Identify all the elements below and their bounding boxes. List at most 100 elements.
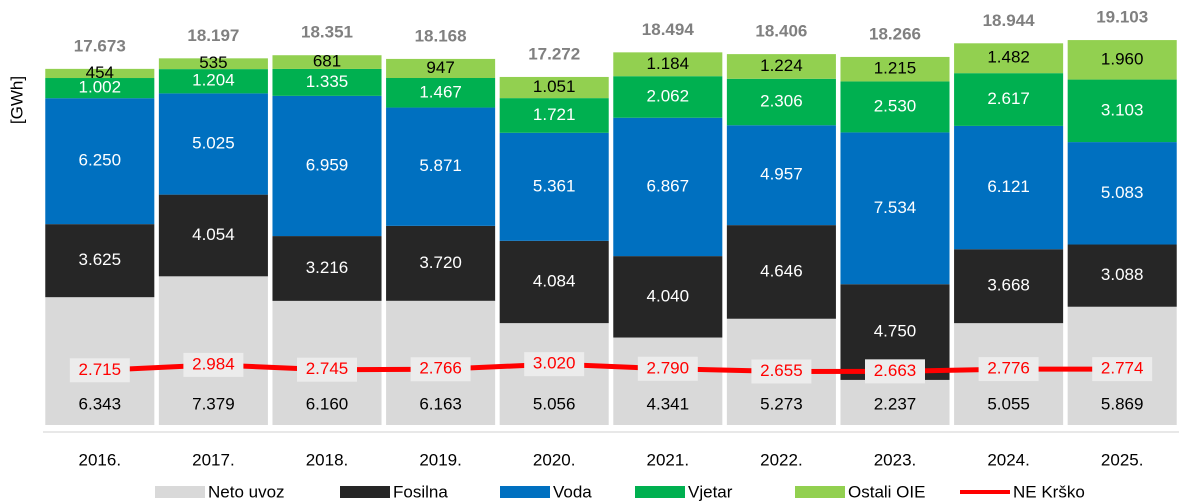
data-label: 5.869 <box>1101 394 1144 413</box>
bar-segment <box>1067 142 1177 245</box>
bar-segment <box>499 132 609 241</box>
bar-segment <box>499 98 609 133</box>
data-label: 5.055 <box>987 394 1030 413</box>
data-label: 4.750 <box>874 322 917 341</box>
data-label: 6.959 <box>306 155 349 174</box>
data-label-box <box>865 359 925 384</box>
x-tick-label: 2022. <box>760 450 803 469</box>
bar-segment <box>726 125 836 226</box>
bar-segment <box>272 95 382 237</box>
data-label: 5.083 <box>1101 183 1144 202</box>
data-label: 7.379 <box>192 394 235 413</box>
data-label: 7.534 <box>874 198 917 217</box>
bar-segment <box>499 76 609 99</box>
x-tick-label: 2019. <box>419 450 462 469</box>
bar-segment <box>272 68 382 96</box>
data-label: 2.776 <box>987 359 1030 378</box>
bar-segment <box>954 249 1064 324</box>
x-tick-label: 2017. <box>192 450 235 469</box>
data-label: 3.720 <box>419 253 462 272</box>
data-label: 1.051 <box>533 77 576 96</box>
data-label: 6.867 <box>647 176 690 195</box>
data-label: 2.237 <box>874 394 917 413</box>
bar-segment <box>272 236 382 301</box>
bar-segment <box>1067 79 1177 143</box>
data-label: 2.617 <box>987 89 1030 108</box>
bar-segment <box>1067 244 1177 307</box>
data-label-box <box>751 359 812 384</box>
data-label: 4.341 <box>647 394 690 413</box>
legend-label: Neto uvoz <box>208 482 285 501</box>
data-label: 2.530 <box>874 96 917 115</box>
x-tick-label: 2025. <box>1101 450 1144 469</box>
data-label-box <box>1092 357 1153 382</box>
data-label: 6.160 <box>306 394 349 413</box>
legend-label: Vjetar <box>688 482 733 501</box>
data-label: 3.088 <box>1101 265 1144 284</box>
data-label: 1.482 <box>987 48 1030 67</box>
data-label-box <box>69 358 130 383</box>
data-label: 5.025 <box>192 133 235 152</box>
legend-swatch <box>155 486 205 498</box>
bar-segment <box>613 117 723 257</box>
data-label: 947 <box>426 58 454 77</box>
legend-swatch <box>635 486 685 498</box>
bar-segment <box>45 68 155 79</box>
bar-segment <box>840 379 950 425</box>
bar-segment <box>386 77 496 108</box>
data-label: 1.184 <box>647 54 690 73</box>
bar-segment <box>726 78 836 126</box>
bar-segment <box>272 55 382 69</box>
data-label: 3.216 <box>306 258 349 277</box>
bar-segment <box>840 56 950 82</box>
total-label: 17.272 <box>528 44 580 63</box>
total-label: 19.103 <box>1096 8 1148 27</box>
legend-swatch <box>500 486 550 498</box>
bar-segment <box>386 225 496 301</box>
data-label: 4.957 <box>760 165 803 184</box>
data-label: 2.715 <box>79 360 122 379</box>
x-tick-label: 2023. <box>874 450 917 469</box>
data-label: 535 <box>199 53 227 72</box>
data-label: 2.655 <box>760 361 803 380</box>
data-label: 6.343 <box>79 394 122 413</box>
bar-segment <box>1067 40 1177 80</box>
data-label: 2.306 <box>760 92 803 111</box>
legend-label: Fosilna <box>393 482 448 501</box>
bar-segment <box>158 276 268 425</box>
bar-segment <box>158 194 268 277</box>
x-tick-label: 2020. <box>533 450 576 469</box>
data-label: 3.625 <box>79 250 122 269</box>
data-label: 1.204 <box>192 71 235 90</box>
data-label: 1.215 <box>874 59 917 78</box>
bar-segment <box>45 224 155 298</box>
x-tick-label: 2016. <box>79 450 122 469</box>
data-label: 681 <box>313 52 341 71</box>
data-label: 1.467 <box>419 82 462 101</box>
bar-segment <box>613 52 723 77</box>
line <box>99 361 1123 375</box>
data-label: 4.084 <box>533 271 576 290</box>
legend-swatch <box>795 486 845 498</box>
data-label: 6.121 <box>987 177 1030 196</box>
bar-segment <box>954 73 1064 126</box>
bar-segment <box>954 43 1064 74</box>
bar-segment <box>840 132 950 285</box>
data-label: 4.646 <box>760 261 803 280</box>
legend-label: NE Krško <box>1013 482 1085 501</box>
bar-segment <box>613 256 723 338</box>
data-label: 3.668 <box>987 276 1030 295</box>
data-label: 4.040 <box>647 286 690 305</box>
legend-label: Voda <box>553 482 592 501</box>
bar-segment <box>158 58 268 70</box>
legend-label: Ostali OIE <box>848 482 925 501</box>
data-label-box <box>637 356 698 381</box>
data-label-box <box>978 357 1039 382</box>
data-label: 1.224 <box>760 56 803 75</box>
data-label: 2.984 <box>192 354 235 373</box>
total-label: 18.197 <box>187 26 239 45</box>
bar-segment <box>158 69 268 94</box>
bar-segment <box>613 337 723 425</box>
total-label: 18.406 <box>755 22 807 41</box>
